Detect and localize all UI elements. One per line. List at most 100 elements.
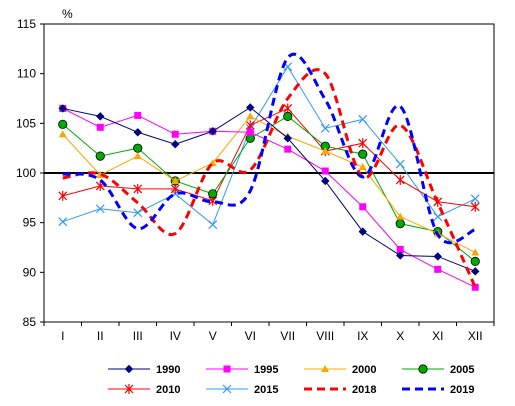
legend-label: 2010 <box>156 384 180 396</box>
data-point-1995 <box>321 167 329 175</box>
data-point-2015 <box>433 212 443 222</box>
x-tick-label: VIII <box>316 329 334 343</box>
data-point-2015 <box>395 159 405 169</box>
x-tick-label: IX <box>357 329 368 343</box>
data-point-1990 <box>283 134 292 143</box>
data-point-1990 <box>171 139 180 149</box>
data-point-1990 <box>358 227 367 236</box>
data-point-1995 <box>284 145 292 153</box>
series-1990 <box>58 103 480 276</box>
data-point-2015 <box>133 208 143 218</box>
data-point-2000 <box>171 176 180 184</box>
x-tick-label: V <box>209 329 217 343</box>
data-point-2015 <box>358 114 368 124</box>
data-point-2010 <box>283 103 293 114</box>
data-point-2005 <box>358 149 368 159</box>
data-point-2000 <box>358 163 367 171</box>
y-tick-label: 105 <box>16 116 36 130</box>
legend-item-1990: 1990 <box>108 364 180 376</box>
data-point-1995 <box>246 128 254 136</box>
y-tick-label: 115 <box>17 17 36 31</box>
data-point-1990 <box>321 176 330 186</box>
data-point-2010 <box>58 190 68 201</box>
series-line-1995 <box>62 107 476 288</box>
data-point-2000 <box>246 112 255 120</box>
data-point-2000 <box>321 147 330 155</box>
legend-marker <box>418 364 428 374</box>
x-tick-label: XI <box>432 329 443 343</box>
data-point-1990 <box>246 103 255 112</box>
data-point-2010 <box>358 138 368 149</box>
legend-marker <box>321 365 329 372</box>
data-point-1990 <box>396 251 405 260</box>
legend-item-2019: 2019 <box>402 384 474 396</box>
series-line-2018 <box>62 68 477 288</box>
data-point-1995 <box>171 130 179 138</box>
x-tick-label: VI <box>245 329 256 343</box>
data-point-2000 <box>133 152 142 160</box>
data-point-1995 <box>396 245 404 253</box>
legend-label: 2019 <box>450 384 474 396</box>
data-point-2005 <box>58 119 68 129</box>
series-line-2019 <box>62 52 476 245</box>
legend-item-2005: 2005 <box>402 364 474 376</box>
data-point-1990 <box>133 128 142 137</box>
data-point-2005 <box>395 219 405 229</box>
data-point-2015 <box>470 194 480 204</box>
legend-item-1995: 1995 <box>206 364 278 376</box>
data-point-2005 <box>208 189 218 199</box>
data-point-1995 <box>359 203 367 211</box>
data-point-1990 <box>58 104 67 113</box>
legend-label: 2015 <box>254 384 278 396</box>
data-point-2005 <box>95 151 105 161</box>
data-point-2015 <box>58 217 68 227</box>
unit-label: % <box>62 7 73 21</box>
legend-marker <box>124 384 134 394</box>
legend-item-2018: 2018 <box>304 384 376 396</box>
data-point-2010 <box>170 183 180 194</box>
data-point-1990 <box>471 267 480 276</box>
data-point-2010 <box>133 183 143 194</box>
legend-label: 2018 <box>352 384 376 396</box>
legend-marker <box>222 384 232 394</box>
legend-label: 2005 <box>450 364 474 376</box>
data-point-1995 <box>96 123 104 131</box>
data-point-2000 <box>471 248 480 256</box>
data-point-1990 <box>96 112 105 121</box>
data-point-2005 <box>470 256 480 267</box>
series-2018 <box>62 68 477 288</box>
x-tick-label: VII <box>280 329 295 343</box>
data-point-2010 <box>470 201 480 212</box>
legend-item-2000: 2000 <box>304 364 376 376</box>
x-tick-label: XII <box>468 329 483 343</box>
series-line-2015 <box>62 65 476 226</box>
data-point-1995 <box>434 265 442 273</box>
data-point-2010 <box>395 174 405 185</box>
data-point-1990 <box>433 252 442 261</box>
data-point-2015 <box>95 204 105 214</box>
x-tick-label: I <box>61 329 64 343</box>
y-tick-label: 110 <box>17 67 36 81</box>
data-point-2015 <box>208 220 218 230</box>
data-point-2000 <box>58 130 67 138</box>
data-point-2000 <box>396 212 405 220</box>
y-tick-label: 85 <box>23 315 37 329</box>
legend-label: 1995 <box>254 364 278 376</box>
y-tick-label: 100 <box>16 166 36 180</box>
legend-label: 2000 <box>352 364 376 376</box>
data-point-1990 <box>208 127 217 136</box>
data-point-1995 <box>471 283 479 291</box>
data-point-2015 <box>320 123 330 133</box>
data-point-2010 <box>245 120 255 131</box>
legend-item-2015: 2015 <box>206 384 278 396</box>
x-tick-label: X <box>396 329 404 343</box>
series-2015 <box>58 62 480 230</box>
legend-marker <box>124 364 134 374</box>
legend-marker <box>223 365 231 373</box>
data-point-2005 <box>133 143 143 153</box>
data-point-2005 <box>283 111 293 121</box>
y-tick-label: 95 <box>23 216 37 230</box>
y-tick-label: 90 <box>23 265 37 279</box>
series-2019 <box>62 52 476 245</box>
x-tick-label: IV <box>170 329 181 343</box>
